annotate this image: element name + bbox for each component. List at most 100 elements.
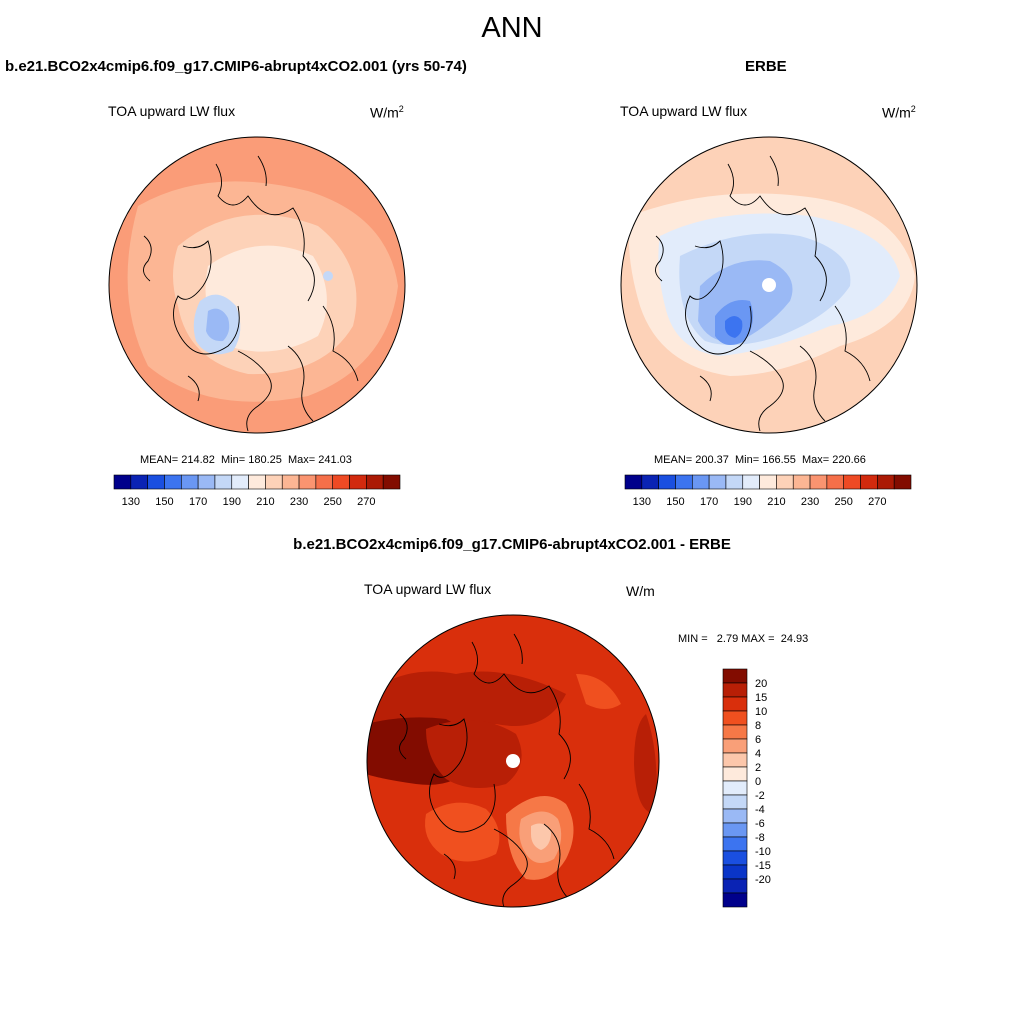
diff-colorbar-swatch	[722, 710, 748, 726]
right-colorbar-swatch	[725, 474, 744, 490]
right-colorbar-swatch	[641, 474, 659, 490]
right-units: W/m2	[882, 104, 916, 121]
diff-colorbar-tick-label: 15	[755, 692, 767, 704]
left-colorbar-swatch	[366, 474, 384, 490]
left-colorbar-swatch	[147, 474, 165, 490]
left-colorbar-tick-label: 150	[155, 496, 173, 508]
left-units: W/m2	[370, 104, 404, 121]
diff-colorbar-swatch	[722, 738, 748, 754]
right-colorbar-swatch	[792, 474, 811, 490]
right-colorbar-swatch	[742, 474, 760, 490]
diff-colorbar-swatch	[722, 808, 748, 824]
diff-colorbar-tick-label: -10	[755, 846, 771, 858]
diff-variable-label: TOA upward LW flux	[364, 581, 492, 597]
diff-colorbar-tick-label: 2	[755, 762, 761, 774]
right-colorbar-tick-label: 250	[835, 496, 853, 508]
diff-colorbar-swatch	[722, 780, 748, 796]
left-colorbar-swatch	[231, 474, 249, 490]
right-colorbar-labels: 130 150 170 190 210 230 250 270	[633, 496, 887, 508]
right-colorbar-tick-label: 210	[767, 496, 785, 508]
diff-colorbar-swatch	[722, 836, 748, 852]
left-colorbar-swatch	[349, 474, 367, 490]
diff-colorbar-swatch	[722, 892, 748, 908]
left-colorbar-swatch	[180, 474, 199, 490]
right-colorbar-tick-label: 230	[801, 496, 819, 508]
diff-colorbar-tick-label: -6	[755, 818, 765, 830]
diff-polar-map	[366, 614, 660, 908]
diff-colorbar-tick-label: 8	[755, 720, 761, 732]
right-colorbar-swatch	[691, 474, 710, 490]
diff-colorbar-swatch	[722, 682, 748, 698]
left-panel-title: b.e21.BCO2x4cmip6.f09_g17.CMIP6-abrupt4x…	[5, 58, 467, 75]
left-colorbar-swatch	[113, 474, 132, 490]
right-colorbar-tick-label: 270	[868, 496, 886, 508]
right-variable-label: TOA upward LW flux	[620, 103, 748, 119]
left-colorbar: 130 150 170 190 210 230 250 270	[113, 474, 401, 508]
left-colorbar-tick-label: 230	[290, 496, 308, 508]
diff-colorbar-tick-label: -8	[755, 832, 765, 844]
left-colorbar-swatch	[315, 474, 334, 490]
right-colorbar-swatch	[776, 474, 794, 490]
right-colorbar-swatch	[826, 474, 845, 490]
diff-colorbar-swatch	[722, 696, 748, 712]
left-colorbar-tick-label: 210	[256, 496, 274, 508]
right-colorbar-swatch	[658, 474, 676, 490]
right-colorbar: 130 150 170 190 210 230 250 270	[624, 474, 912, 508]
diff-colorbar-tick-label: -15	[755, 860, 771, 872]
diff-colorbar-swatch	[722, 724, 748, 740]
right-colorbar-tick-label: 190	[734, 496, 752, 508]
diff-colorbar-tick-label: 10	[755, 706, 767, 718]
left-colorbar-tick-label: 270	[357, 496, 375, 508]
left-colorbar-swatches	[113, 474, 401, 490]
diff-colorbar-tick-label: -2	[755, 790, 765, 802]
diff-colorbar-tick-label: -20	[755, 874, 771, 886]
right-colorbar-swatch	[809, 474, 828, 490]
diff-colorbar-swatch	[722, 878, 748, 894]
diff-colorbar-tick-label: 20	[755, 678, 767, 690]
diff-units: W/m	[626, 583, 655, 599]
right-colorbar-swatch	[860, 474, 878, 490]
right-polar-map	[620, 136, 918, 434]
diff-colorbar-swatch	[722, 668, 748, 684]
diff-colorbar-swatch	[722, 794, 748, 810]
left-stats: MEAN= 214.82 Min= 180.25 Max= 241.03	[140, 454, 352, 466]
right-colorbar-tick-label: 150	[666, 496, 684, 508]
right-colorbar-swatch	[624, 474, 643, 490]
left-colorbar-swatch	[332, 474, 350, 490]
left-variable-label: TOA upward LW flux	[108, 103, 236, 119]
right-colorbar-swatch	[675, 474, 693, 490]
left-colorbar-swatch	[214, 474, 233, 490]
right-colorbar-tick-label: 130	[633, 496, 651, 508]
diff-colorbar-tick-label: 4	[755, 748, 761, 760]
diff-panel-title: b.e21.BCO2x4cmip6.f09_g17.CMIP6-abrupt4x…	[293, 536, 731, 553]
left-colorbar-swatch	[197, 474, 216, 490]
diff-colorbar-tick-label: 6	[755, 734, 761, 746]
right-colorbar-swatch	[843, 474, 861, 490]
right-colorbar-swatches	[624, 474, 912, 490]
left-colorbar-tick-label: 170	[189, 496, 207, 508]
right-colorbar-tick-label: 170	[700, 496, 718, 508]
right-panel-title: ERBE	[745, 58, 787, 75]
diff-colorbar-swatches	[722, 668, 748, 908]
left-polar-map	[108, 136, 406, 434]
left-colorbar-swatch	[298, 474, 317, 490]
left-colorbar-swatch	[281, 474, 300, 490]
figure-title: ANN	[481, 12, 543, 44]
diff-colorbar-tick-label: -4	[755, 804, 765, 816]
diff-colorbar-swatch	[722, 822, 748, 838]
diff-colorbar-swatch	[722, 766, 748, 782]
left-colorbar-swatch	[130, 474, 148, 490]
left-colorbar-tick-label: 190	[223, 496, 241, 508]
left-colorbar-tick-label: 130	[122, 496, 140, 508]
diff-colorbar-tick-label: 0	[755, 776, 761, 788]
left-colorbar-swatch	[265, 474, 283, 490]
diff-colorbar-swatch	[722, 752, 748, 768]
left-colorbar-labels: 130 150 170 190 210 230 250 270	[122, 496, 376, 508]
left-colorbar-swatch	[382, 474, 401, 490]
diff-colorbar-swatch	[722, 864, 748, 880]
right-stats: MEAN= 200.37 Min= 166.55 Max= 220.66	[654, 454, 866, 466]
left-colorbar-swatch	[164, 474, 182, 490]
left-colorbar-tick-label: 250	[324, 496, 342, 508]
